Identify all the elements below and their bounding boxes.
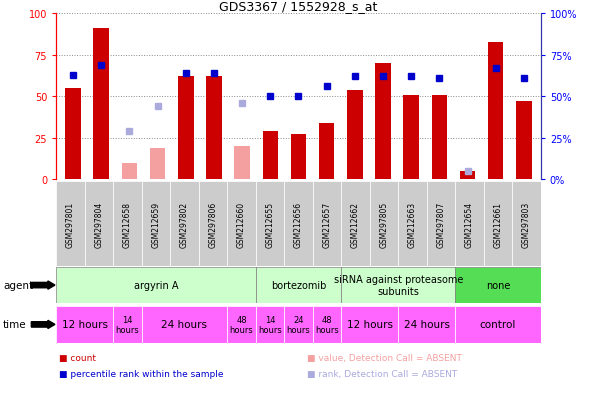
Text: GSM212657: GSM212657 [323,201,332,247]
Text: GSM212663: GSM212663 [408,201,417,247]
Bar [516,102,532,180]
Bar [262,132,278,180]
Bar [227,306,256,343]
Bar [142,306,227,343]
Bar [256,306,284,343]
Bar [398,182,427,266]
Bar [170,182,199,266]
Text: 12 hours: 12 hours [347,320,393,330]
Bar [65,89,81,180]
Bar [284,182,313,266]
Bar [431,95,447,180]
Text: 14
hours: 14 hours [115,315,139,334]
Bar [341,267,455,304]
Bar [150,148,165,180]
Text: GSM297801: GSM297801 [66,201,75,247]
Bar [227,182,256,266]
Text: 48
hours: 48 hours [229,315,254,334]
Bar [488,43,504,180]
Text: GSM212662: GSM212662 [351,201,360,247]
Text: GSM212656: GSM212656 [294,201,303,247]
Text: bortezomib: bortezomib [271,280,326,290]
Bar [199,182,227,266]
Text: ■ count: ■ count [59,353,96,362]
Text: 24
hours: 24 hours [287,315,310,334]
Bar [427,182,455,266]
Text: GSM297807: GSM297807 [437,201,446,247]
Bar [93,29,109,180]
Text: none: none [486,280,510,290]
Bar [341,182,370,266]
Bar [206,77,222,180]
Bar [341,306,398,343]
Text: argyrin A: argyrin A [134,280,178,290]
Text: GSM297802: GSM297802 [180,201,189,247]
Text: GSM212658: GSM212658 [123,201,132,247]
Title: GDS3367 / 1552928_s_at: GDS3367 / 1552928_s_at [219,0,378,13]
Bar [455,306,541,343]
Text: ■ value, Detection Call = ABSENT: ■ value, Detection Call = ABSENT [307,353,462,362]
Bar [122,163,137,180]
Bar [113,182,142,266]
Text: GSM297806: GSM297806 [209,201,217,247]
Text: GSM212655: GSM212655 [265,201,274,247]
Bar [56,306,113,343]
Bar [178,77,193,180]
Bar [291,135,306,180]
Bar [455,182,484,266]
Bar [404,95,419,180]
Text: 24 hours: 24 hours [404,320,450,330]
Text: GSM212654: GSM212654 [465,201,474,247]
Text: GSM212661: GSM212661 [493,201,502,247]
Text: ■ rank, Detection Call = ABSENT: ■ rank, Detection Call = ABSENT [307,369,457,378]
Text: control: control [480,320,516,330]
Bar [313,182,341,266]
Text: siRNA against proteasome
subunits: siRNA against proteasome subunits [333,275,463,296]
Bar [256,182,284,266]
Text: ■ percentile rank within the sample: ■ percentile rank within the sample [59,369,223,378]
Bar [370,182,398,266]
Text: 14
hours: 14 hours [258,315,282,334]
Bar [235,147,250,180]
Bar [142,182,170,266]
Text: 24 hours: 24 hours [161,320,207,330]
Text: agent: agent [3,280,33,290]
Bar [512,182,541,266]
Bar [113,306,142,343]
Text: time: time [3,320,27,330]
Bar [398,306,455,343]
Text: GSM297804: GSM297804 [95,201,103,247]
Text: GSM212660: GSM212660 [237,201,246,247]
Bar [455,267,541,304]
Bar [56,267,256,304]
Bar [347,90,362,180]
Bar [319,123,335,180]
Bar [256,267,341,304]
Bar [484,182,512,266]
Text: 12 hours: 12 hours [61,320,108,330]
Bar [460,171,475,180]
Text: GSM212659: GSM212659 [151,201,160,247]
Text: GSM297805: GSM297805 [379,201,388,247]
Bar [375,64,391,180]
Bar [284,306,313,343]
Bar [313,306,341,343]
Text: 48
hours: 48 hours [315,315,339,334]
Bar [85,182,113,266]
Text: GSM297803: GSM297803 [522,201,531,247]
Bar [56,182,85,266]
